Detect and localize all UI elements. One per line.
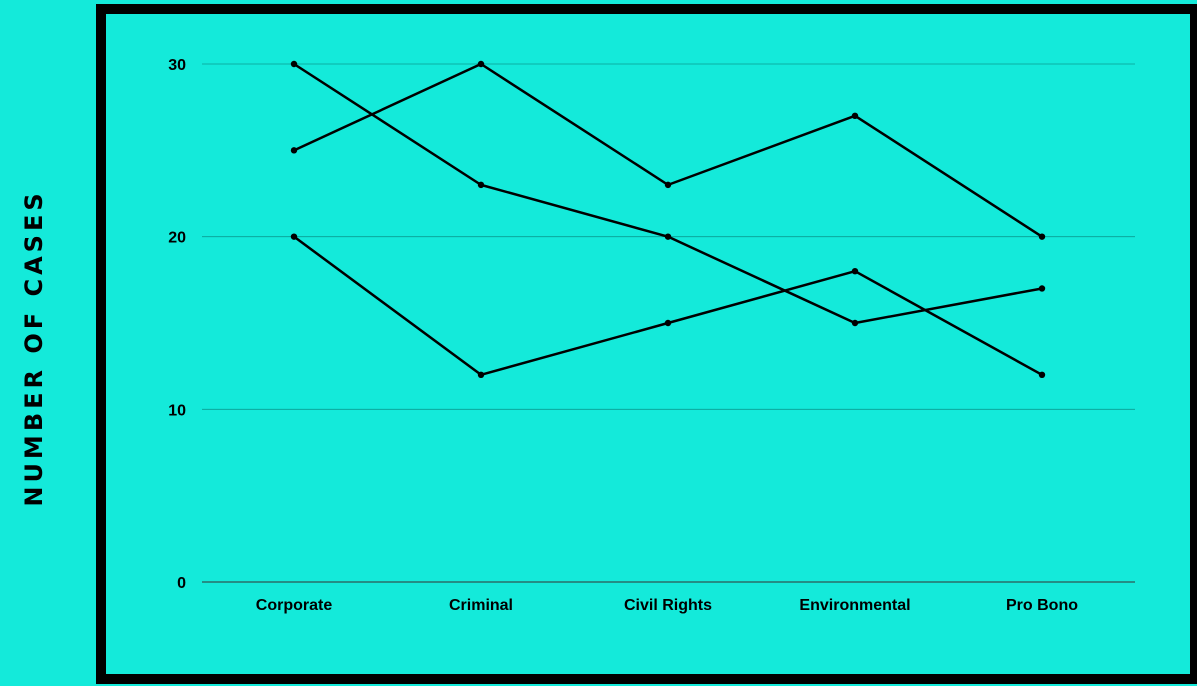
x-tick-label: Civil Rights — [624, 597, 712, 614]
y-axis-ticks: 0 10 20 30 — [168, 57, 186, 592]
series-lines — [293, 62, 1043, 377]
data-point — [290, 233, 298, 240]
series-line-2 — [293, 62, 1043, 325]
x-axis-ticks: Corporate Criminal Civil Rights Environment… — [256, 597, 1078, 614]
x-tick-label: Environmental — [799, 597, 910, 614]
y-tick-label: 30 — [168, 57, 186, 74]
data-point — [1038, 285, 1046, 292]
x-tick-label: Corporate — [256, 597, 333, 614]
data-points — [290, 60, 1046, 378]
data-point — [664, 319, 672, 327]
data-point — [477, 181, 485, 189]
data-point — [851, 319, 859, 327]
y-tick-label: 10 — [168, 402, 186, 419]
data-point — [1038, 371, 1046, 378]
x-tick-label: Pro Bono — [1006, 597, 1078, 614]
data-point — [290, 60, 298, 68]
y-tick-label: 0 — [177, 575, 186, 592]
series-line-3 — [293, 235, 1043, 377]
data-point — [664, 181, 672, 189]
data-point — [477, 371, 485, 378]
y-axis-title: NUMBER OF CASES — [20, 189, 48, 506]
x-tick-label: Criminal — [449, 597, 513, 614]
data-point — [290, 147, 298, 154]
series-line-1 — [293, 62, 1043, 238]
data-point — [477, 60, 485, 68]
data-point — [664, 233, 672, 240]
data-point — [1038, 233, 1046, 240]
y-tick-label: 20 — [168, 230, 186, 247]
data-point — [851, 112, 859, 120]
data-point — [851, 268, 859, 275]
chart-frame — [96, 4, 1197, 684]
